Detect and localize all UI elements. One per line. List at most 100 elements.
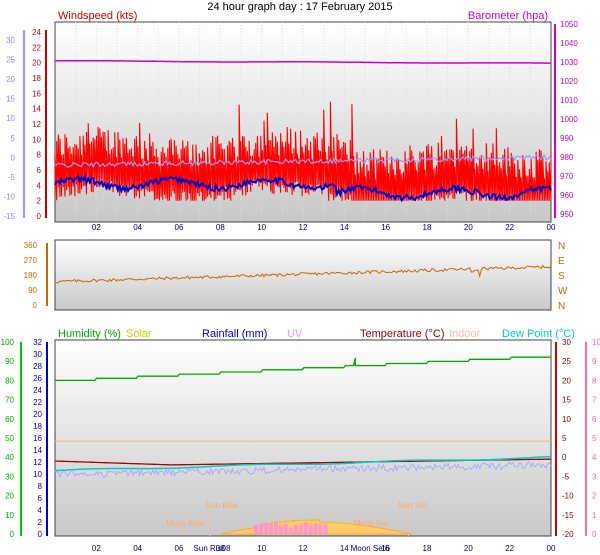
- uv-bar: [323, 524, 328, 534]
- humidity-series: [55, 356, 551, 382]
- axis-tick-label: 9: [592, 357, 597, 366]
- axis-tick-label: 990: [560, 134, 574, 143]
- axis-tick-label: 0: [33, 301, 38, 310]
- axis-tick-label: 20: [33, 410, 42, 419]
- axis-tick-label: 4: [38, 506, 43, 515]
- x-tick-label: 20: [464, 544, 473, 553]
- axis-tick-label: 2: [37, 197, 42, 206]
- axis-tick-label: 6: [38, 494, 43, 503]
- indoor-label: Indoor: [449, 328, 481, 340]
- axis-tick-label: 18: [33, 422, 42, 431]
- axis-tick-label: 5: [592, 434, 597, 443]
- axis-tick-label: 12: [33, 458, 42, 467]
- panel3-plot-area: [54, 339, 552, 537]
- axis-tick-label: 2: [592, 492, 597, 501]
- uv-bar: [298, 524, 303, 534]
- axis-tick-label: 40: [5, 453, 14, 462]
- axis-tick-label: 100: [1, 338, 15, 347]
- axis-tick-label: 1: [592, 511, 597, 520]
- axis-tick-label: 60: [5, 415, 14, 424]
- axis-tick-label: 1030: [560, 58, 578, 67]
- moonset-annotation: Moon Set: [354, 519, 389, 528]
- x-tick-label: 16: [381, 544, 390, 553]
- temperature-overlay-series: [54, 154, 552, 169]
- windspeed-axis-label: Windspeed (kts): [58, 10, 137, 22]
- x-tick-label: 04: [133, 544, 142, 553]
- x-tick-label: 00: [547, 544, 556, 553]
- axis-tick-label: 20: [6, 75, 15, 84]
- axis-tick-label: 18: [32, 74, 41, 83]
- moonrise-annotation: Moon Rise: [166, 519, 205, 528]
- axis-tick-label: 970: [560, 172, 574, 181]
- compass-letter: N: [558, 241, 565, 252]
- x-tick-label: 02: [92, 223, 101, 232]
- axis-tick-label: 0: [11, 153, 16, 162]
- axis-tick-label: 22: [32, 43, 41, 52]
- axis-tick-label: -10: [3, 192, 15, 201]
- uv-bar: [303, 522, 308, 534]
- uv-bar: [278, 525, 283, 534]
- wind-gust-series: [54, 101, 552, 201]
- graph-title: 24 hour graph day : 17 February 2015: [207, 1, 393, 13]
- axis-tick-label: 1050: [560, 20, 578, 29]
- uv-bar: [313, 523, 318, 534]
- uv-label: UV: [287, 328, 303, 340]
- axis-tick-label: -10: [562, 492, 574, 501]
- axis-tick-label: 1010: [560, 96, 578, 105]
- axis-tick-label: 25: [562, 357, 571, 366]
- x-tick-label: 18: [423, 223, 432, 232]
- axis-tick-label: 26: [33, 374, 42, 383]
- axis-tick-label: 20: [5, 492, 14, 501]
- axis-tick-label: 70: [5, 396, 14, 405]
- solar-label: Solar: [126, 328, 152, 340]
- axis-tick-label: 4: [592, 453, 597, 462]
- axis-tick-label: 10: [33, 470, 42, 479]
- axis-tick-label: 0: [37, 212, 42, 221]
- axis-tick-label: 14: [33, 446, 42, 455]
- x-tick-label: 12: [299, 544, 308, 553]
- sunset-annotation: Sun Set: [398, 501, 427, 510]
- moonset-axis-overlay: Moon Set6: [351, 544, 390, 553]
- x-tick-label: 20: [464, 223, 473, 232]
- axis-tick-label: 950: [560, 210, 574, 219]
- axis-tick-label: 0: [562, 453, 567, 462]
- uv-bar: [293, 525, 298, 534]
- axis-tick-label: 10: [6, 114, 15, 123]
- x-tick-label: 14: [340, 223, 349, 232]
- dewpoint-label: Dew Point (°C): [502, 328, 575, 340]
- axis-tick-label: 15: [6, 95, 15, 104]
- temperature-label: Temperature (°C): [360, 328, 444, 340]
- wind-direction-series: [54, 264, 552, 284]
- axis-tick-label: 180: [24, 271, 38, 280]
- axis-tick-label: 10: [32, 135, 41, 144]
- compass-letter: W: [558, 286, 568, 297]
- barometer-axis-label: Barometer (hpa): [468, 10, 548, 22]
- uv-bar: [288, 527, 293, 534]
- axis-tick-label: 3: [592, 472, 597, 481]
- axis-tick-label: 22: [33, 398, 42, 407]
- barometer-series: [55, 60, 551, 64]
- axis-tick-label: 6: [592, 415, 597, 424]
- uv-bar: [264, 522, 269, 534]
- panel2-plot-area: [54, 239, 552, 311]
- x-tick-label: 22: [505, 544, 514, 553]
- x-tick-label: 10: [257, 223, 266, 232]
- axis-tick-label: 1000: [560, 115, 578, 124]
- axis-tick-label: 1020: [560, 77, 578, 86]
- axis-tick-label: 7: [592, 396, 597, 405]
- x-tick-label: 12: [299, 223, 308, 232]
- axis-tick-label: 1040: [560, 39, 578, 48]
- axis-tick-label: 50: [5, 434, 14, 443]
- axis-tick-label: 25: [6, 56, 15, 65]
- x-tick-label: 00: [547, 223, 556, 232]
- axis-tick-label: 20: [562, 376, 571, 385]
- axis-tick-label: 6: [37, 166, 42, 175]
- axis-tick-label: 80: [5, 376, 14, 385]
- compass-letter: N: [558, 301, 565, 312]
- compass-letter: S: [558, 271, 565, 282]
- axis-tick-label: 10: [5, 511, 14, 520]
- axis-tick-label: -15: [3, 212, 15, 221]
- axis-tick-label: -20: [562, 530, 574, 539]
- sunrise-annotation: Sun Rise: [206, 501, 239, 510]
- compass-letter: E: [558, 256, 565, 267]
